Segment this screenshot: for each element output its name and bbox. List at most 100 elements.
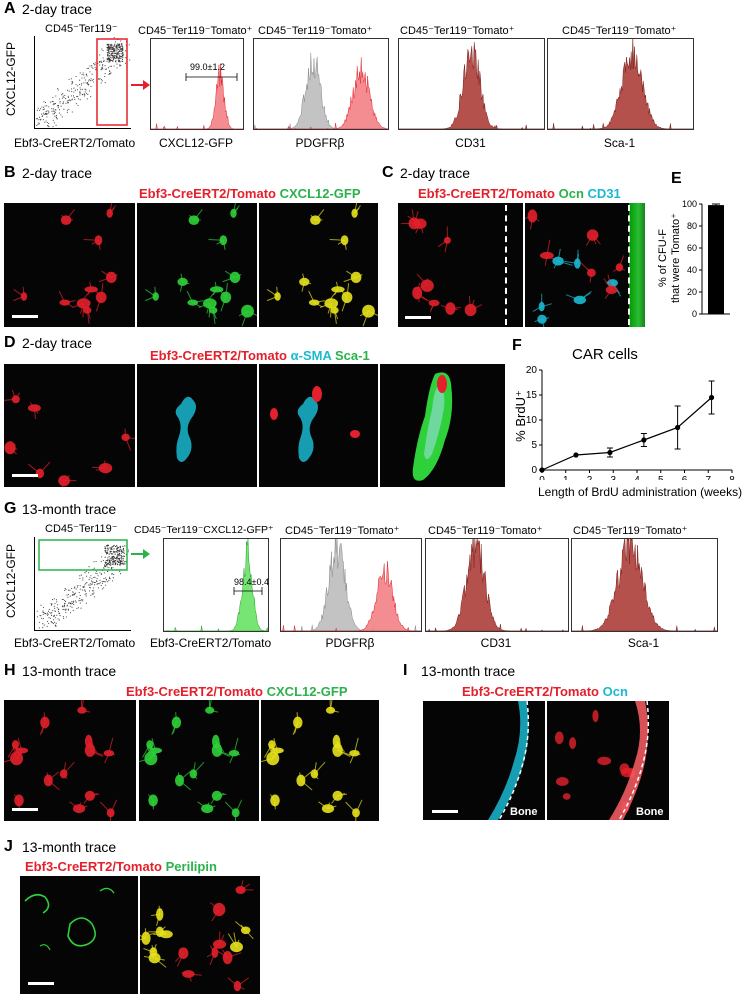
event-dot xyxy=(75,592,77,594)
event-dot xyxy=(89,65,91,67)
event-dot xyxy=(106,49,108,51)
cell-process xyxy=(144,295,156,302)
event-dot xyxy=(81,77,83,79)
event-dot xyxy=(90,575,92,577)
hist-svg xyxy=(548,39,693,129)
event-dot xyxy=(71,601,73,603)
event-dot xyxy=(123,552,125,554)
event-dot xyxy=(110,559,112,561)
event-dot xyxy=(56,118,58,120)
event-dot xyxy=(110,547,112,549)
event-dot xyxy=(109,547,111,549)
event-dot xyxy=(111,44,113,46)
event-dot xyxy=(101,582,104,584)
x-tick-label: 2 xyxy=(587,475,593,480)
cell-process xyxy=(43,712,46,723)
event-dot xyxy=(42,109,44,111)
event-dot xyxy=(122,52,124,54)
event-dot xyxy=(59,615,61,617)
event-dot xyxy=(98,60,100,63)
stain-label-red: Ebf3-CreERT2/Tomato xyxy=(25,859,162,874)
cell-process xyxy=(237,977,249,987)
cell-body xyxy=(293,716,303,729)
event-dot xyxy=(55,625,57,627)
event-dot xyxy=(63,606,65,608)
event-dot xyxy=(112,563,114,565)
cell-process xyxy=(177,772,180,781)
event-dot xyxy=(98,78,100,80)
gate-value: 99.0±1.2 xyxy=(190,62,225,72)
cell-process xyxy=(470,304,483,311)
cell-process xyxy=(9,447,17,455)
event-dot xyxy=(108,556,110,558)
cell-process xyxy=(346,270,357,278)
micrograph-j-green xyxy=(20,876,138,994)
event-dot xyxy=(58,98,61,100)
event-dot xyxy=(113,45,115,47)
event-dot xyxy=(84,584,86,586)
event-dot xyxy=(106,544,108,546)
event-dot xyxy=(85,89,87,91)
event-dot xyxy=(117,60,119,62)
cell-process xyxy=(270,750,278,762)
event-dot xyxy=(108,553,110,555)
event-dot xyxy=(43,612,45,614)
event-dot xyxy=(100,561,102,563)
cell-process xyxy=(334,310,339,320)
event-dot xyxy=(57,608,59,610)
event-dot xyxy=(95,560,97,562)
cell-process xyxy=(313,302,323,308)
event-dot xyxy=(114,43,116,45)
panel-a-hist2-xaxis: PDGFRβ xyxy=(295,136,345,150)
event-dot xyxy=(106,550,108,552)
event-dot xyxy=(117,560,119,562)
micrograph-h-green xyxy=(139,700,259,821)
cell-process xyxy=(101,270,112,278)
event-dot xyxy=(112,577,114,579)
event-dot xyxy=(71,606,73,608)
panel-a-hist3-title: CD45⁻Ter119⁻Tomato⁺ xyxy=(400,25,515,37)
event-dot xyxy=(120,56,123,58)
histogram-darkred xyxy=(548,39,693,129)
event-dot xyxy=(116,53,118,55)
cell-process xyxy=(176,952,184,967)
event-dot xyxy=(67,596,69,598)
event-dot xyxy=(82,599,84,601)
event-dot xyxy=(84,593,86,595)
event-dot xyxy=(67,102,69,104)
event-dot xyxy=(54,621,56,623)
event-dot xyxy=(82,579,84,581)
cell-process xyxy=(33,407,36,420)
panel-a-gate-title: CD45⁻Ter119⁻ xyxy=(45,23,118,35)
cell-process xyxy=(241,311,248,327)
event-dot xyxy=(64,94,66,96)
event-dot xyxy=(122,561,124,563)
event-dot xyxy=(89,80,91,82)
event-dot xyxy=(37,123,39,125)
event-dot xyxy=(121,46,124,48)
event-dot xyxy=(106,553,108,555)
cell-process xyxy=(206,952,216,958)
event-dot xyxy=(69,612,72,614)
cell-process xyxy=(266,295,278,302)
bone-merge-svg xyxy=(554,701,650,820)
event-dot xyxy=(44,613,46,615)
cell-body xyxy=(569,737,577,749)
event-dot xyxy=(59,109,61,111)
panel-a-hist4 xyxy=(547,38,694,130)
y-tick-label: 20 xyxy=(687,287,697,297)
event-dot xyxy=(110,50,112,53)
event-dot xyxy=(69,99,71,101)
micrograph-b-merge xyxy=(259,203,378,327)
cell-process xyxy=(88,741,96,755)
cell-process xyxy=(233,932,237,948)
event-dot xyxy=(79,585,81,587)
perilipin-svg xyxy=(24,887,115,951)
cell-process xyxy=(83,239,99,241)
event-dot xyxy=(112,48,114,50)
y-tick-label: 60 xyxy=(687,243,697,253)
cell-process xyxy=(78,802,82,809)
cell-process xyxy=(211,943,220,950)
event-dot xyxy=(57,618,59,620)
event-dot xyxy=(68,602,70,604)
